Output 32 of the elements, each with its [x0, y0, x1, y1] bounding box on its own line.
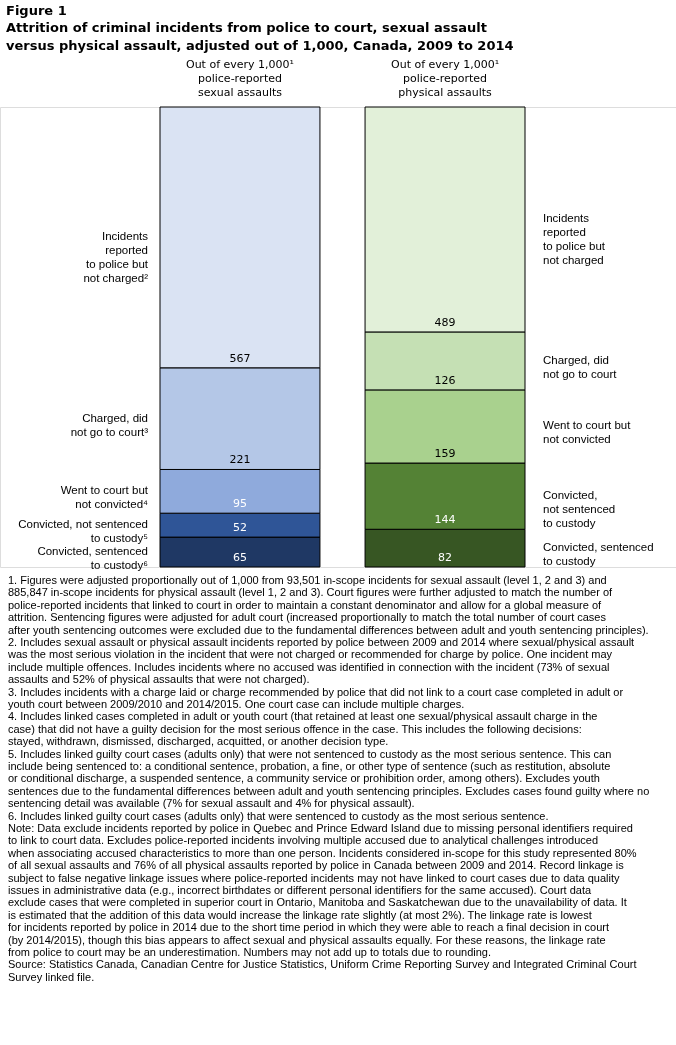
annotation: Charged, did not go to court³	[70, 411, 149, 438]
text: 1. Figures were adjusted proportionally out of 1,000 from 93,501 in-scope incidents for sexual assault (level 1, 2 and 3) and 885,847 in-scope incidents for physical assault (level 1, 2 and 3). Court figures were further adjusted to match the number of police-reported incidents that linked to court in order to maintain a constant denominator and allow for a global measure of attrition. Sentencing figures were adjusted for adult court (increased proportionally to match the total number of court cases after youth sentencing outcomes were excluded due to the fundamental differences between adult and youth sentencing principles).	[8, 574, 649, 636]
data-label: 65	[232, 551, 247, 564]
annotation: Incidents reported to police but not charged²	[83, 230, 149, 285]
data-label: 144	[434, 513, 456, 527]
data-label: 159	[434, 447, 456, 461]
annotation: Convicted, not sentenced to custody	[543, 489, 616, 530]
data-label: 221	[229, 453, 251, 467]
annotation: Went to court but not convicted	[543, 419, 632, 446]
text: 5. Includes linked guilty court cases (adults only) that were not sentenced to custody as the most serious sentence. This can include being sentenced to: a conditional sentence, probation, a fine, or other type of sentence (such as restitution, absolute or conditional discharge, a suspended sentence, a community service or prohibition order, among others). Excludes youth sentences due to the fundamental differences between adult and youth sentencing principles. Excludes cases found guilty where no sentencing detail was available (7% for sexual assault and 4% for physical assault).	[8, 747, 650, 810]
annotation: Went to court but not convicted⁴	[60, 484, 149, 511]
annotation: Charged, did not go to court	[543, 353, 618, 380]
annotation: Convicted, sentenced to custody⁶	[37, 545, 149, 572]
text: 6. Includes linked guilty court cases (adults only) that were sentenced to custody as the most serious sentence.	[8, 809, 549, 822]
text: 4. Includes linked cases completed in adult or youth court (that retained at least one sexual/physical assault charge in the case) that did not have a guilty decision for the most serious offence in the case. This includes the following decisions: stayed, withdrawn, dismissed, discharged, acquitted, or another decision type.	[8, 710, 598, 748]
chart-subtitle: Attrition of criminal incidents from police to court, sexual assault versus physical assault, adjusted out of 1,000, Canada, 2009 to 2014	[6, 20, 514, 53]
data-label: 126	[434, 373, 456, 387]
data-label: 567	[229, 351, 251, 365]
text: 2. Includes sexual assault or physical assault incidents reported by police between 2009 and 2014 where sexual/physical assault was the most serious violation in the incident that were not charged or recommended for charge by police. One incident may include multiple offences. Includes incidents where no accused was identified in connection with the incident (73% of sexual assaults and 52% of physical assaults that were not charged).	[7, 636, 635, 686]
x-tick-label: Out of every 1,000¹ police-reported sexual assaults	[185, 58, 294, 99]
source-note: Source: Statistics Canada, Canadian Centre for Justice Statistics, Uniform Crime Reporting Survey and Integrated Criminal Court Survey linked file.	[8, 958, 637, 983]
data-label: 95	[232, 497, 247, 511]
x-tick-label: Out of every 1,000¹ police-reported physical assaults	[391, 58, 500, 99]
text: Note: Data exclude incidents reported by police in Quebec and Prince Edward Island due to missing personal identifiers required to link to court data. Excludes police-reported incidents involving multiple accused due to analytical challenges introduced when associating accused characteristics to more than one person. Incidents considered in-scope for this study represented 80% of all sexual assaults and 76% of all physical assaults reported by police in Canada between 2009 and 2014. Record linkage is subject to false negative linkage issues where police-reported incidents may not have linked to court cases due to data quality issues in administrative data (e.g., incorrect birthdates or different personal identifiers for the same accused). Court data exclude cases that were completed in superior court in Ontario, Manitoba and Saskatchewan due to the unavailability of data. It is estimated that the addition of this data would increase the linkage rate slightly (at most 2%). The linkage rate is lowest for incidents reported by police in 2014 due to the short time period in which they were able to reach a final decision in court (by 2014/2015), though this bias appears to affect sexual and physical assaults equally. For these reasons, the linkage rate from police to court may be an underestimation. Numbers may not add up to totals due to rounding.	[8, 822, 637, 958]
data-label: 52	[232, 521, 247, 535]
chart-title: Figure 1	[6, 3, 67, 18]
text: 3. Includes incidents with a charge laid or charge recommended by police that did not link to a court case completed in adult or youth court between 2009/2010 and 2014/2015. One court case can include multiple charges.	[8, 685, 624, 710]
annotation: Incidents reported to police but not charged	[543, 212, 606, 267]
data-label: 489	[434, 315, 456, 329]
annotation: Convicted, not sentenced to custody⁵	[18, 518, 149, 545]
data-label: 82	[438, 551, 453, 564]
annotation: Convicted, sentenced to custody	[543, 541, 654, 568]
